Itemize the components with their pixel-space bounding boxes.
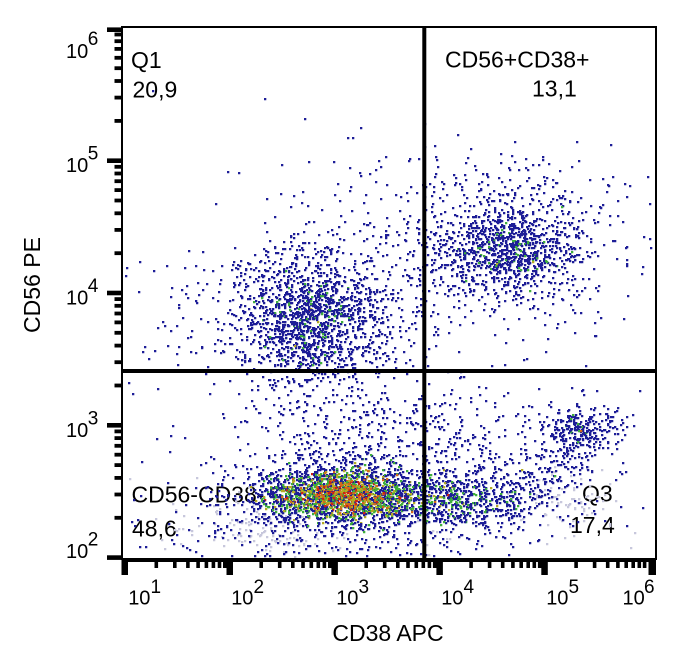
svg-text:2: 2 xyxy=(254,577,265,598)
svg-text:2: 2 xyxy=(88,530,99,551)
svg-text:10: 10 xyxy=(66,420,88,442)
svg-text:10: 10 xyxy=(623,588,645,610)
svg-text:6: 6 xyxy=(644,577,655,598)
svg-text:4: 4 xyxy=(88,276,99,297)
svg-text:5: 5 xyxy=(88,144,99,165)
svg-text:4: 4 xyxy=(464,577,475,598)
svg-text:10: 10 xyxy=(66,541,88,563)
svg-text:Q1: Q1 xyxy=(131,47,162,73)
svg-text:5: 5 xyxy=(569,577,580,598)
svg-text:10: 10 xyxy=(441,588,463,610)
svg-text:10: 10 xyxy=(231,588,253,610)
svg-text:10: 10 xyxy=(66,41,88,63)
svg-text:13,1: 13,1 xyxy=(532,76,577,102)
svg-text:3: 3 xyxy=(359,577,370,598)
svg-text:10: 10 xyxy=(336,588,358,610)
svg-text:1: 1 xyxy=(151,577,162,598)
svg-text:10: 10 xyxy=(546,588,568,610)
svg-text:10: 10 xyxy=(128,588,150,610)
svg-text:6: 6 xyxy=(88,29,99,50)
svg-text:48,6: 48,6 xyxy=(132,516,177,542)
svg-text:20,9: 20,9 xyxy=(133,77,178,103)
svg-text:CD38 APC: CD38 APC xyxy=(332,620,443,646)
svg-text:3: 3 xyxy=(88,409,99,430)
svg-text:CD56 PE: CD56 PE xyxy=(19,237,45,333)
svg-text:10: 10 xyxy=(66,155,88,177)
svg-text:10: 10 xyxy=(66,288,88,310)
svg-text:CD56+CD38+: CD56+CD38+ xyxy=(445,47,589,73)
svg-text:CD56-CD38-: CD56-CD38- xyxy=(132,482,265,508)
svg-text:Q3: Q3 xyxy=(582,481,613,507)
svg-text:17,4: 17,4 xyxy=(570,512,615,538)
